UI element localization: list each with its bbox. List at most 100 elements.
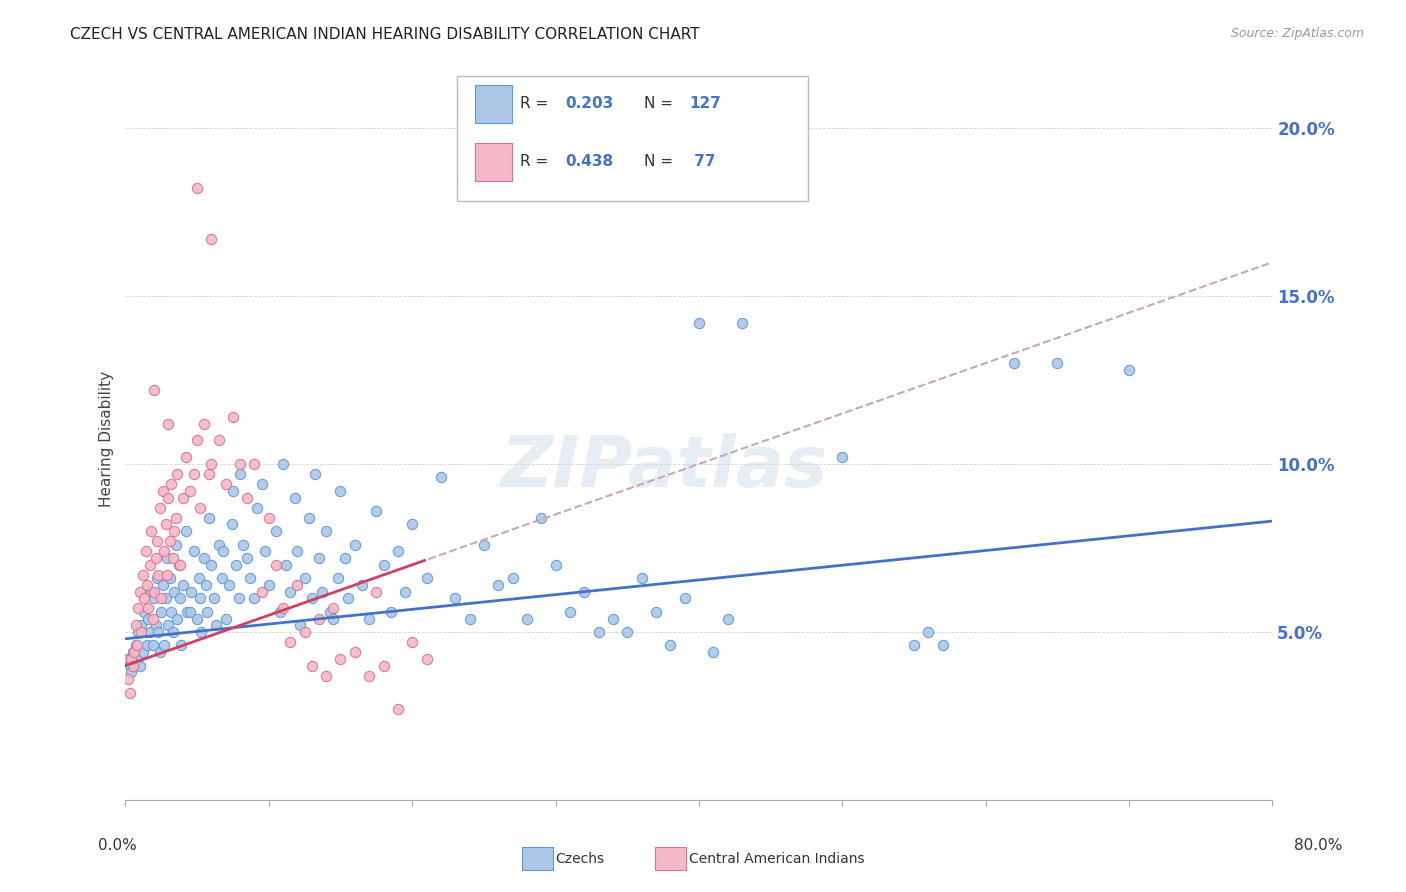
Point <box>343 645 366 659</box>
Point <box>174 524 197 539</box>
Point <box>157 491 180 505</box>
Point <box>278 584 301 599</box>
Point <box>135 544 157 558</box>
Point <box>343 538 366 552</box>
Point <box>160 477 183 491</box>
Point <box>163 584 186 599</box>
Point <box>170 639 193 653</box>
Text: N =: N = <box>644 154 678 169</box>
Point <box>630 571 652 585</box>
Point <box>124 618 146 632</box>
Point <box>304 467 326 481</box>
Point <box>138 611 160 625</box>
Text: Source: ZipAtlas.com: Source: ZipAtlas.com <box>1230 27 1364 40</box>
Point <box>136 639 159 653</box>
Point <box>152 578 174 592</box>
Point <box>150 605 173 619</box>
Point <box>120 665 142 680</box>
Point <box>294 571 316 585</box>
Point <box>193 417 215 431</box>
Point <box>143 584 166 599</box>
Point <box>157 618 180 632</box>
Point <box>917 625 939 640</box>
Point <box>153 639 176 653</box>
Point <box>472 538 495 552</box>
Text: N =: N = <box>644 96 678 112</box>
Point <box>359 611 381 625</box>
Point <box>155 591 177 606</box>
Point <box>269 605 291 619</box>
Point <box>186 434 208 448</box>
Point <box>200 558 222 572</box>
Point <box>139 625 162 640</box>
Text: 77: 77 <box>689 154 716 169</box>
Point <box>716 611 738 625</box>
Point <box>153 544 176 558</box>
Point <box>298 510 321 524</box>
Point <box>152 483 174 498</box>
Point <box>688 316 710 330</box>
Point <box>143 383 166 397</box>
Point <box>218 578 240 592</box>
Text: R =: R = <box>520 96 554 112</box>
Point <box>301 591 323 606</box>
Point <box>188 591 211 606</box>
Point <box>128 658 150 673</box>
Point <box>394 584 416 599</box>
Point <box>458 611 481 625</box>
Point <box>380 605 402 619</box>
Point <box>588 625 610 640</box>
Point <box>195 605 218 619</box>
Point <box>731 316 754 330</box>
Point <box>120 652 142 666</box>
Point <box>159 534 181 549</box>
Point <box>179 605 201 619</box>
Point <box>142 611 165 625</box>
Text: Central American Indians: Central American Indians <box>689 852 865 866</box>
Text: Czechs: Czechs <box>555 852 605 866</box>
Point <box>145 618 167 632</box>
Point <box>290 618 312 632</box>
Point <box>117 672 139 686</box>
Point <box>530 510 553 524</box>
Point <box>169 558 191 572</box>
Point <box>415 652 437 666</box>
Point <box>139 558 162 572</box>
Point <box>118 685 141 699</box>
Point <box>336 591 359 606</box>
Point <box>215 477 238 491</box>
Point <box>229 457 252 471</box>
Point <box>124 639 146 653</box>
Point <box>831 450 853 465</box>
Point <box>558 605 581 619</box>
Point <box>162 551 184 566</box>
Point <box>122 645 145 659</box>
Point <box>1002 356 1025 370</box>
Point <box>186 611 208 625</box>
Point <box>373 658 395 673</box>
Point <box>150 591 173 606</box>
Point <box>172 491 194 505</box>
Point <box>157 417 180 431</box>
Point <box>165 538 187 552</box>
Y-axis label: Hearing Disability: Hearing Disability <box>100 371 114 507</box>
Text: ZIPatlas: ZIPatlas <box>501 434 828 502</box>
Point <box>264 524 287 539</box>
Point <box>222 483 245 498</box>
Point <box>350 578 373 592</box>
Point <box>193 551 215 566</box>
Point <box>322 611 344 625</box>
Point <box>225 558 247 572</box>
Point <box>659 639 682 653</box>
Point <box>250 584 273 599</box>
Point <box>1118 363 1140 377</box>
Point <box>148 567 170 582</box>
Point <box>264 558 287 572</box>
Text: 0.438: 0.438 <box>565 154 613 169</box>
Point <box>212 544 235 558</box>
Point <box>387 702 409 716</box>
Point <box>322 601 344 615</box>
Point <box>211 571 233 585</box>
Point <box>188 500 211 515</box>
Text: R =: R = <box>520 154 554 169</box>
